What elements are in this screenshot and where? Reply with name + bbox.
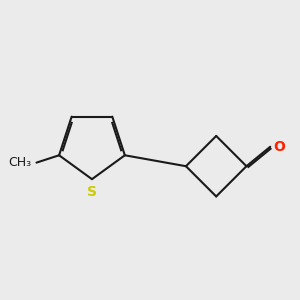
Text: O: O — [274, 140, 285, 154]
Text: S: S — [87, 184, 97, 199]
Text: CH₃: CH₃ — [8, 156, 31, 169]
